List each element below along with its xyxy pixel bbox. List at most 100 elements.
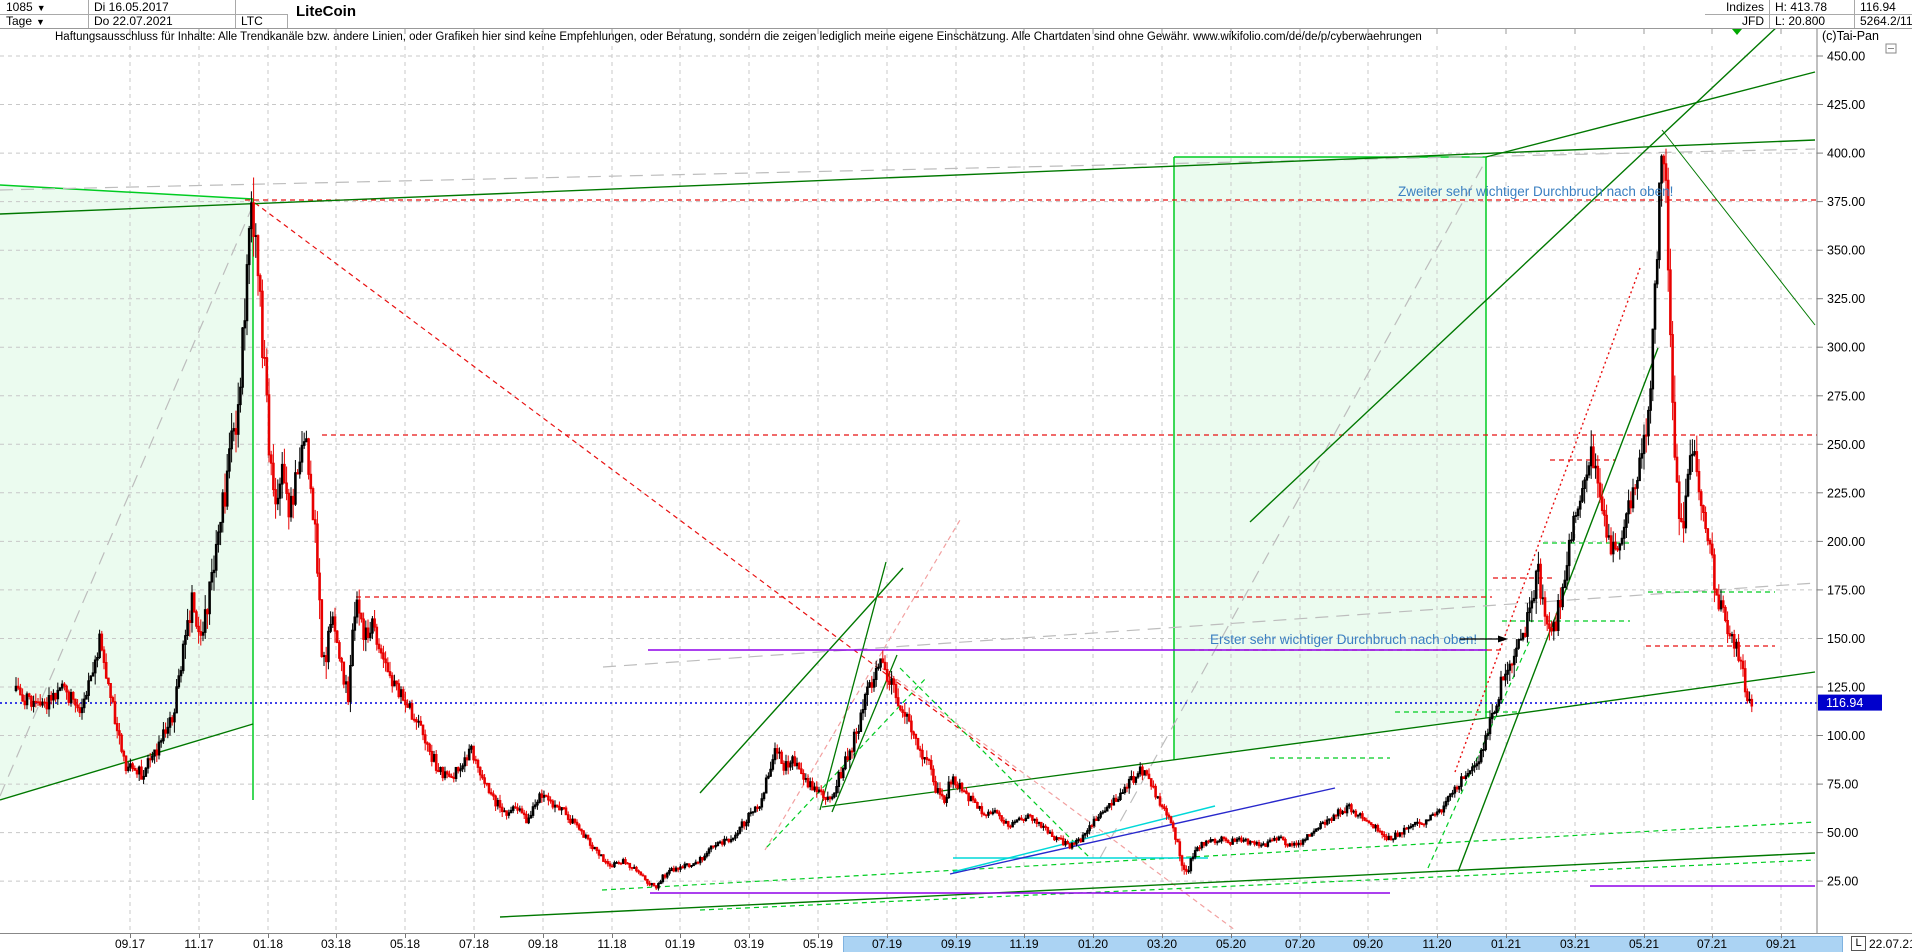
x-tick: [887, 934, 888, 938]
provider-label: JFD: [1742, 14, 1764, 28]
x-axis-label: 03.20: [1146, 937, 1178, 951]
x-tick: [474, 934, 475, 938]
x-tick: [1781, 934, 1782, 938]
x-axis-label: 01.19: [664, 937, 696, 951]
timeframe-dropdown[interactable]: Tage ▼: [6, 14, 45, 29]
chevron-down-icon: ▼: [36, 17, 45, 27]
x-tick: [1644, 934, 1645, 938]
divider: [88, 0, 89, 28]
svg-text:50.00: 50.00: [1827, 826, 1858, 840]
x-axis-label: 11.19: [1009, 937, 1039, 951]
svg-text:275.00: 275.00: [1827, 389, 1865, 403]
channel-borders: [0, 156, 1487, 800]
x-tick: [1712, 934, 1713, 938]
x-tick: [956, 934, 957, 938]
x-axis-label: 09.17: [114, 937, 146, 951]
trend-channels: [0, 157, 1486, 800]
timeframe-value: Tage: [6, 14, 33, 28]
x-tick: [1575, 934, 1576, 938]
candles-up: [14, 154, 1751, 891]
svg-text:25.00: 25.00: [1827, 875, 1858, 889]
date-from: Di 16.05.2017: [94, 0, 169, 14]
x-axis-label: 03.19: [733, 937, 765, 951]
x-axis-label: 07.20: [1284, 937, 1316, 951]
y-axis: 450.00 425.00 400.00 375.00 350.00 325.00 300.…: [1816, 29, 1897, 933]
low-label: L: 20.800: [1775, 14, 1826, 28]
x-axis-label: 07.19: [871, 937, 903, 951]
x-axis-label: 05.19: [802, 937, 834, 951]
x-tick: [818, 934, 819, 938]
svg-text:116.94: 116.94: [1826, 696, 1863, 710]
x-axis-label: 09.20: [1352, 937, 1384, 951]
disclaimer-text: Haftungsausschluss für Inhalte: Alle Tre…: [55, 31, 1422, 43]
symbol-label: LTC: [241, 14, 263, 28]
x-tick: [336, 934, 337, 938]
x-axis-label: 05.18: [389, 937, 421, 951]
volume-label: 5264.2/114: [1860, 14, 1912, 28]
gridlines: [0, 46, 1823, 931]
x-axis-label: 11.17: [184, 937, 214, 951]
svg-text:200.00: 200.00: [1827, 535, 1865, 549]
x-axis-label: 07.18: [458, 937, 490, 951]
x-tick: [130, 934, 131, 938]
annotation-second-breakout: Zweiter sehr wichtiger Durchbruch nach o…: [1398, 184, 1673, 199]
divider: [0, 14, 287, 15]
svg-text:75.00: 75.00: [1827, 778, 1858, 792]
annotation-first-breakout: Erster sehr wichtiger Durchbruch nach ob…: [1210, 632, 1477, 647]
x-tick: [749, 934, 750, 938]
x-tick: [1093, 934, 1094, 938]
bars-count-value: 1085: [6, 0, 33, 14]
svg-text:400.00: 400.00: [1827, 147, 1865, 161]
divider: [1705, 14, 1912, 15]
svg-text:450.00: 450.00: [1827, 50, 1865, 64]
candles-down: [16, 148, 1754, 890]
x-tick: [1231, 934, 1232, 938]
x-axis-label: 01.21: [1490, 937, 1522, 951]
date-to: Do 22.07.2021: [94, 14, 173, 28]
x-tick: [1300, 934, 1301, 938]
divider: [235, 0, 236, 28]
copyright-label: (c)Tai-Pan: [1822, 29, 1879, 43]
x-tick: [268, 934, 269, 938]
bars-count-dropdown[interactable]: 1085 ▼: [6, 0, 46, 15]
x-tick: [199, 934, 200, 938]
visible-range-highlight[interactable]: [843, 936, 1843, 952]
last-price-badge: 116.94: [1818, 694, 1882, 711]
x-axis-label: 11.20: [1422, 937, 1452, 951]
svg-text:325.00: 325.00: [1827, 292, 1865, 306]
scale-marker-icon: [1732, 29, 1742, 35]
last-date-label: 22.07.21: [1869, 937, 1912, 951]
chevron-down-icon: ▼: [36, 3, 46, 13]
instrument-title: LiteCoin: [296, 3, 356, 20]
divider: [1854, 0, 1855, 28]
list-marker-box: L: [1851, 936, 1866, 951]
x-axis-label: 09.19: [940, 937, 972, 951]
svg-text:100.00: 100.00: [1827, 729, 1865, 743]
collapse-axis-button[interactable]: [1885, 43, 1897, 54]
x-axis-label: 03.18: [320, 937, 352, 951]
x-axis-label: 09.21: [1765, 937, 1797, 951]
group-label: Indizes: [1725, 0, 1764, 14]
svg-text:300.00: 300.00: [1827, 341, 1865, 355]
top-ticks: [129, 29, 1782, 34]
x-axis-label: 01.20: [1077, 937, 1109, 951]
svg-text:150.00: 150.00: [1827, 632, 1865, 646]
x-tick: [1437, 934, 1438, 938]
x-tick: [1162, 934, 1163, 938]
x-axis-bar: 09.17 11.17 01.18 03.18 05.18 07.18 09.18 11.18…: [0, 933, 1912, 952]
x-axis-label: 01.18: [252, 937, 284, 951]
x-tick: [1368, 934, 1369, 938]
svg-text:225.00: 225.00: [1827, 486, 1865, 500]
x-axis-label: 11.18: [597, 937, 627, 951]
divider: [287, 14, 288, 28]
x-axis-label: 09.18: [527, 937, 559, 951]
high-label: H: 413.78: [1775, 0, 1828, 14]
svg-text:250.00: 250.00: [1827, 438, 1865, 452]
x-tick: [1024, 934, 1025, 938]
svg-text:425.00: 425.00: [1827, 98, 1865, 112]
annotations: Zweiter sehr wichtiger Durchbruch nach o…: [1210, 184, 1673, 647]
x-tick: [405, 934, 406, 938]
x-axis-label: 05.20: [1215, 937, 1247, 951]
